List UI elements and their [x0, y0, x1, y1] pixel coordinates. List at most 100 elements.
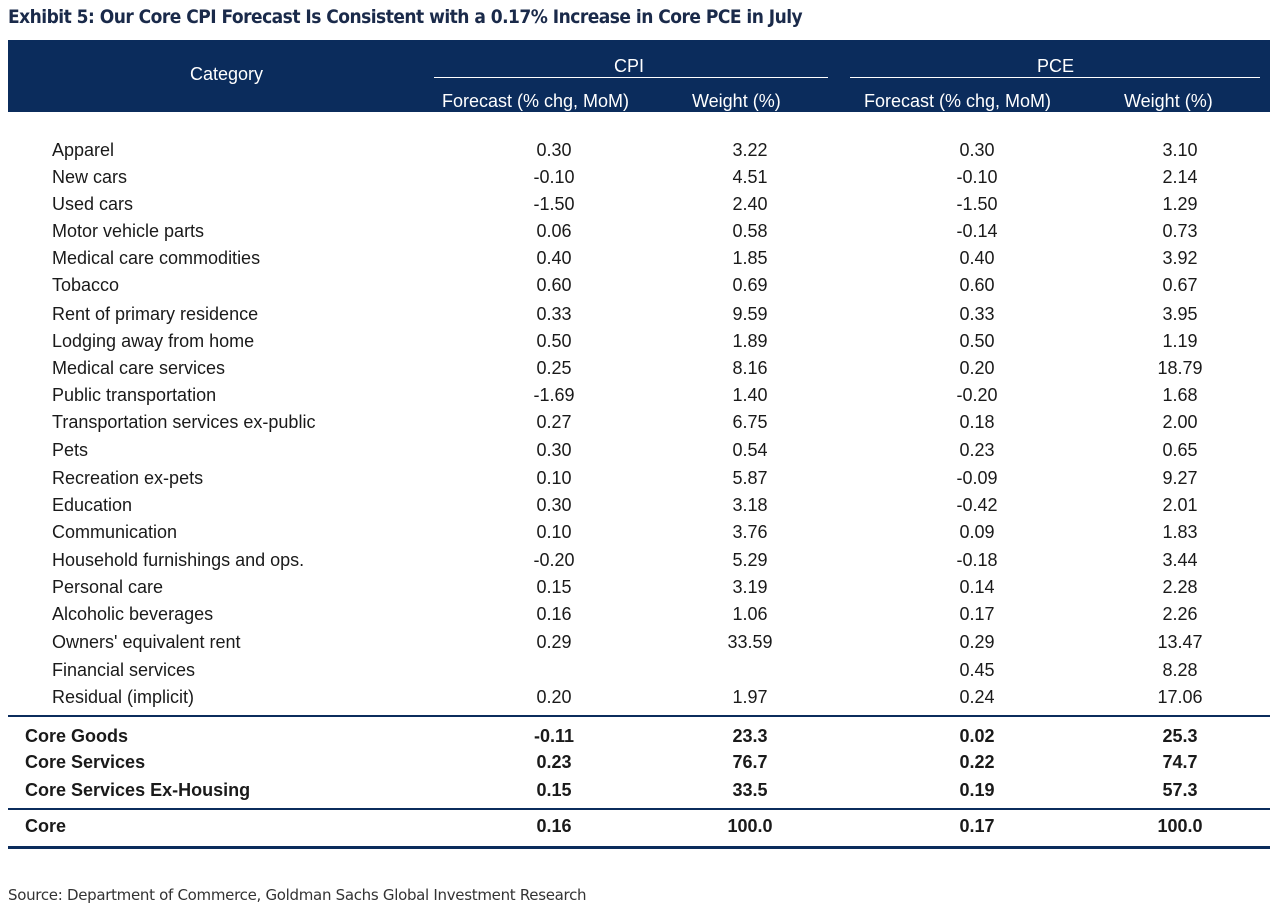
- pce-forecast-cell: 0.18: [959, 412, 995, 432]
- pce-forecast-cell: 0.40: [959, 248, 995, 268]
- cpi-forecast-cell: 0.33: [536, 304, 572, 324]
- pce-weight-cell: 1.19: [1162, 331, 1198, 351]
- pce-weight-cell: 57.3: [1162, 780, 1198, 800]
- row-category: Communication: [52, 522, 178, 542]
- cpi-weight-cell: 0.58: [732, 221, 768, 241]
- row-category: Tobacco: [52, 275, 120, 295]
- row-category: Public transportation: [52, 385, 217, 405]
- cpi-forecast-cell: 0.30: [536, 495, 572, 515]
- row-category: Education: [52, 495, 133, 515]
- pce-forecast-cell: 0.14: [959, 577, 995, 597]
- exhibit-title: Exhibit 5: Our Core CPI Forecast Is Cons…: [8, 6, 803, 28]
- row-category: Core Services: [25, 752, 146, 772]
- table-row: Lodging away from home 0.50 1.89 0.50 1.…: [8, 331, 1270, 355]
- pce-forecast-cell: 0.20: [959, 358, 995, 378]
- pce-forecast-cell: -0.09: [956, 468, 998, 488]
- row-category: Residual (implicit): [52, 687, 195, 707]
- cpi-weight-cell: 33.5: [732, 780, 768, 800]
- row-category: Personal care: [52, 577, 164, 597]
- pce-weight-column-header: Weight (%): [1124, 91, 1213, 111]
- pce-forecast-cell: 0.02: [959, 726, 995, 746]
- cpi-forecast-cell: -0.11: [533, 726, 575, 746]
- cpi-weight-cell: 5.87: [732, 468, 768, 488]
- pce-forecast-cell: 0.19: [959, 780, 995, 800]
- row-category: Pets: [52, 440, 89, 460]
- row-category: Medical care commodities: [52, 248, 261, 268]
- cpi-weight-cell: 1.85: [732, 248, 768, 268]
- pce-forecast-cell: -0.10: [956, 167, 998, 187]
- row-category: Lodging away from home: [52, 331, 255, 351]
- row-category: Medical care services: [52, 358, 226, 378]
- table-row: Household furnishings and ops. -0.20 5.2…: [8, 550, 1270, 574]
- cpi-forecast-cell: 0.60: [536, 275, 572, 295]
- cpi-forecast-cell: 0.10: [536, 468, 572, 488]
- cpi-group-underline: [434, 77, 828, 78]
- row-category: Core: [25, 816, 67, 836]
- cpi-weight-cell: 0.54: [732, 440, 768, 460]
- pce-forecast-cell: -0.20: [956, 385, 998, 405]
- cpi-forecast-cell: 0.50: [536, 331, 572, 351]
- table-row: Medical care services 0.25 8.16 0.20 18.…: [8, 358, 1270, 382]
- pce-group-underline: [850, 77, 1260, 78]
- pce-forecast-cell: 0.33: [959, 304, 995, 324]
- table-row: Communication 0.10 3.76 0.09 1.83: [8, 522, 1270, 546]
- cpi-forecast-cell: 0.10: [536, 522, 572, 542]
- table-row: New cars -0.10 4.51 -0.10 2.14: [8, 167, 1270, 191]
- cpi-forecast-cell: 0.23: [536, 752, 572, 772]
- table-row: Owners' equivalent rent 0.29 33.59 0.29 …: [8, 632, 1270, 656]
- pce-weight-cell: 25.3: [1162, 726, 1198, 746]
- cpi-forecast-cell: 0.30: [536, 140, 572, 160]
- cpi-forecast-cell: 0.15: [536, 577, 572, 597]
- table-row: Financial services 0.45 8.28: [8, 660, 1270, 684]
- table-row: Alcoholic beverages 0.16 1.06 0.17 2.26: [8, 604, 1270, 628]
- row-category: New cars: [52, 167, 128, 187]
- pce-weight-cell: 74.7: [1162, 752, 1198, 772]
- cpi-weight-cell: 2.40: [732, 194, 768, 214]
- cpi-weight-cell: 1.06: [732, 604, 768, 624]
- summary-row: Core Services Ex-Housing 0.15 33.5 0.19 …: [8, 780, 1270, 804]
- cpi-weight-cell: 3.18: [732, 495, 768, 515]
- cpi-forecast-column-header: Forecast (% chg, MoM): [442, 91, 630, 111]
- cpi-weight-column-header: Weight (%): [692, 91, 781, 111]
- table-row: Motor vehicle parts 0.06 0.58 -0.14 0.73: [8, 221, 1270, 245]
- pce-forecast-cell: 0.30: [959, 140, 995, 160]
- row-category: Used cars: [52, 194, 134, 214]
- cpi-weight-cell: 9.59: [732, 304, 768, 324]
- cpi-forecast-cell: -0.20: [533, 550, 575, 570]
- cpi-weight-cell: 3.76: [732, 522, 768, 542]
- table-row: Residual (implicit) 0.20 1.97 0.24 17.06: [8, 687, 1270, 711]
- cpi-weight-cell: 1.40: [732, 385, 768, 405]
- cpi-weight-cell: 76.7: [732, 752, 768, 772]
- cpi-weight-cell: 6.75: [732, 412, 768, 432]
- pce-forecast-column-header: Forecast (% chg, MoM): [864, 91, 1052, 111]
- pce-forecast-cell: -1.50: [956, 194, 998, 214]
- row-category: Motor vehicle parts: [52, 221, 205, 241]
- cpi-weight-cell: 3.19: [732, 577, 768, 597]
- total-divider: [8, 808, 1270, 810]
- source-note: Source: Department of Commerce, Goldman …: [8, 886, 587, 904]
- pce-weight-cell: 9.27: [1162, 468, 1198, 488]
- pce-weight-cell: 3.44: [1162, 550, 1198, 570]
- summary-row: Core Goods -0.11 23.3 0.02 25.3: [8, 726, 1270, 750]
- table-row: Recreation ex-pets 0.10 5.87 -0.09 9.27: [8, 468, 1270, 492]
- row-category: Alcoholic beverages: [52, 604, 214, 624]
- cpi-weight-cell: 3.22: [732, 140, 768, 160]
- pce-forecast-cell: 0.09: [959, 522, 995, 542]
- pce-forecast-cell: 0.17: [959, 604, 995, 624]
- cpi-weight-cell: 1.89: [732, 331, 768, 351]
- pce-weight-cell: 18.79: [1157, 358, 1203, 378]
- cpi-weight-cell: 23.3: [732, 726, 768, 746]
- pce-weight-cell: 1.83: [1162, 522, 1198, 542]
- cpi-forecast-cell: -0.10: [533, 167, 575, 187]
- pce-group-header: PCE: [1037, 56, 1075, 76]
- row-category: Core Goods: [25, 726, 129, 746]
- cpi-weight-cell: 33.59: [727, 632, 773, 652]
- pce-forecast-cell: 0.22: [959, 752, 995, 772]
- pce-forecast-cell: -0.42: [956, 495, 998, 515]
- row-category: Rent of primary residence: [52, 304, 259, 324]
- pce-weight-cell: 0.73: [1162, 221, 1198, 241]
- pce-weight-cell: 13.47: [1157, 632, 1203, 652]
- pce-weight-cell: 0.65: [1162, 440, 1198, 460]
- cpi-weight-cell: 100.0: [727, 816, 773, 836]
- cpi-forecast-cell: 0.27: [536, 412, 572, 432]
